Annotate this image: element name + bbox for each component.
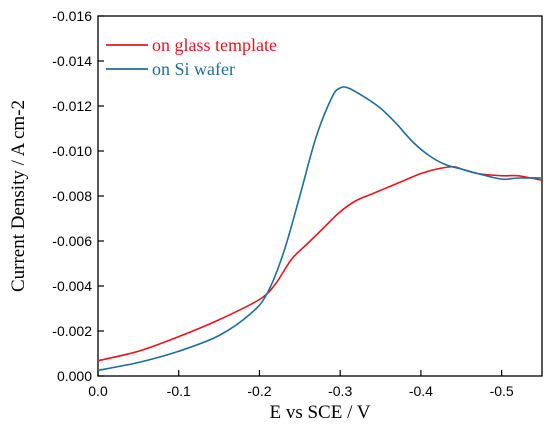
y-tick-label: -0.004	[52, 278, 92, 294]
series-line-0	[97, 165, 543, 362]
x-tick-label: -0.1	[167, 383, 191, 399]
y-tick-label: -0.010	[52, 143, 92, 159]
series-layer	[97, 86, 543, 372]
legend-label-0: on glass template	[152, 35, 277, 55]
y-tick-label: -0.016	[52, 8, 92, 24]
x-tick-label: 0.0	[88, 383, 108, 399]
x-tick-label: -0.4	[409, 383, 433, 399]
y-axis-title: Current Density / A cm-2	[8, 100, 29, 292]
x-axis-title: E vs SCE / V	[269, 402, 370, 423]
x-tick-label: -0.5	[490, 383, 514, 399]
y-tick-label: -0.006	[52, 233, 92, 249]
series-line-1	[97, 86, 543, 372]
legend-label-1: on Si wafer	[152, 59, 235, 79]
legend: on glass template on Si wafer	[106, 35, 277, 79]
x-axis-ticks: 0.0 -0.1 -0.2 -0.3 -0.4 -0.5	[88, 370, 514, 399]
y-tick-label: -0.014	[52, 53, 92, 69]
y-tick-label: -0.008	[52, 188, 92, 204]
y-tick-label: -0.002	[52, 323, 92, 339]
y-axis-ticks: 0.000 -0.002 -0.004 -0.006 -0.008 -0.010 -0.01…	[52, 8, 104, 384]
y-tick-label: 0.000	[57, 368, 92, 384]
x-tick-label: -0.2	[247, 383, 271, 399]
y-tick-label: -0.012	[52, 98, 92, 114]
x-tick-label: -0.3	[328, 383, 352, 399]
